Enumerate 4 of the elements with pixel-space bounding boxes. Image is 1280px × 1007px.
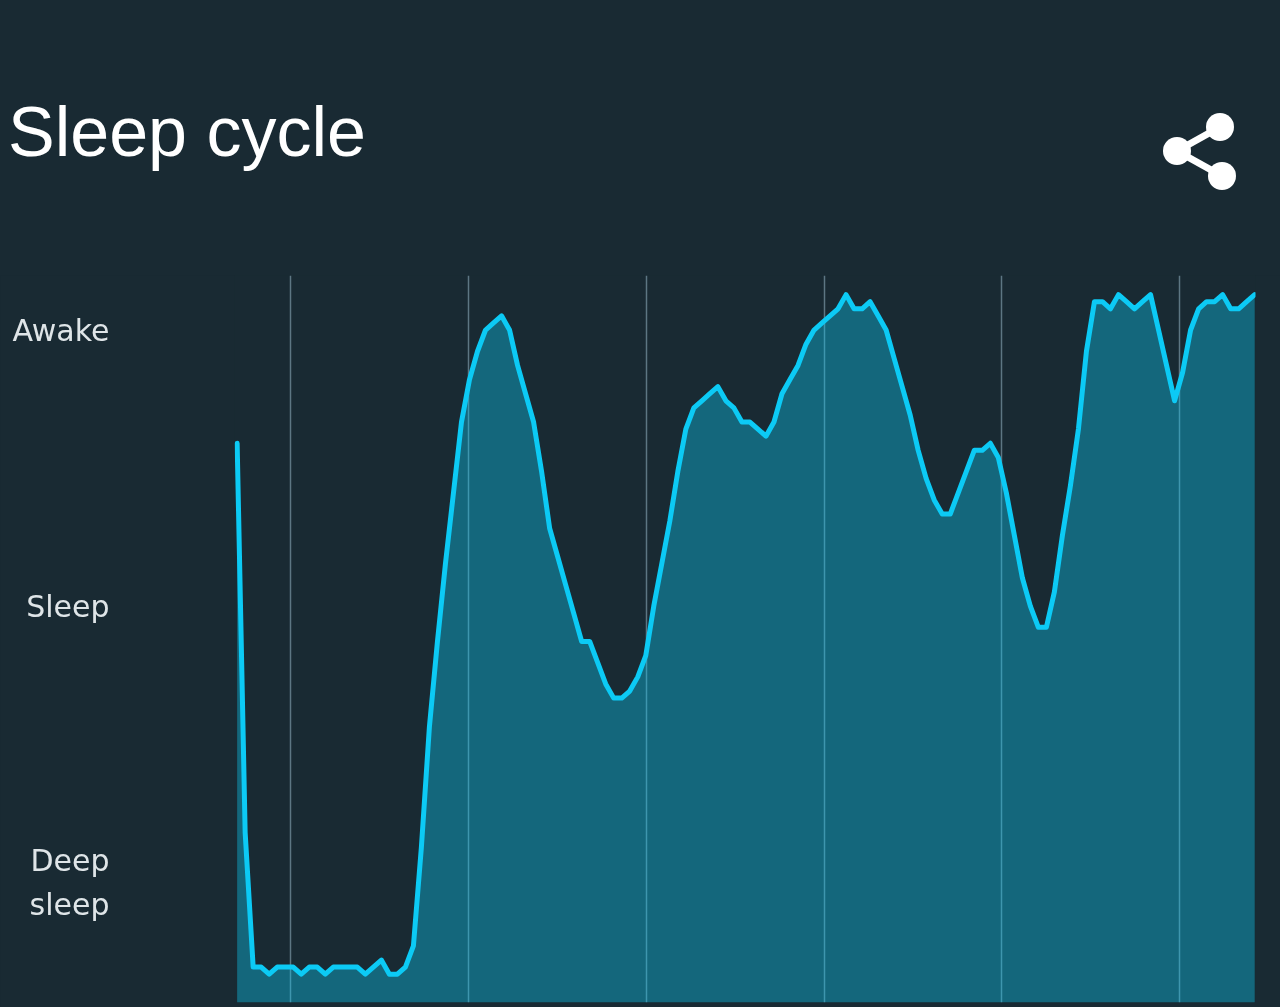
text: Awake — [12, 312, 110, 348]
text: Deep sleep — [29, 843, 110, 922]
chart-title: Sleep cycle — [8, 93, 366, 171]
text: Sleep — [26, 588, 110, 624]
